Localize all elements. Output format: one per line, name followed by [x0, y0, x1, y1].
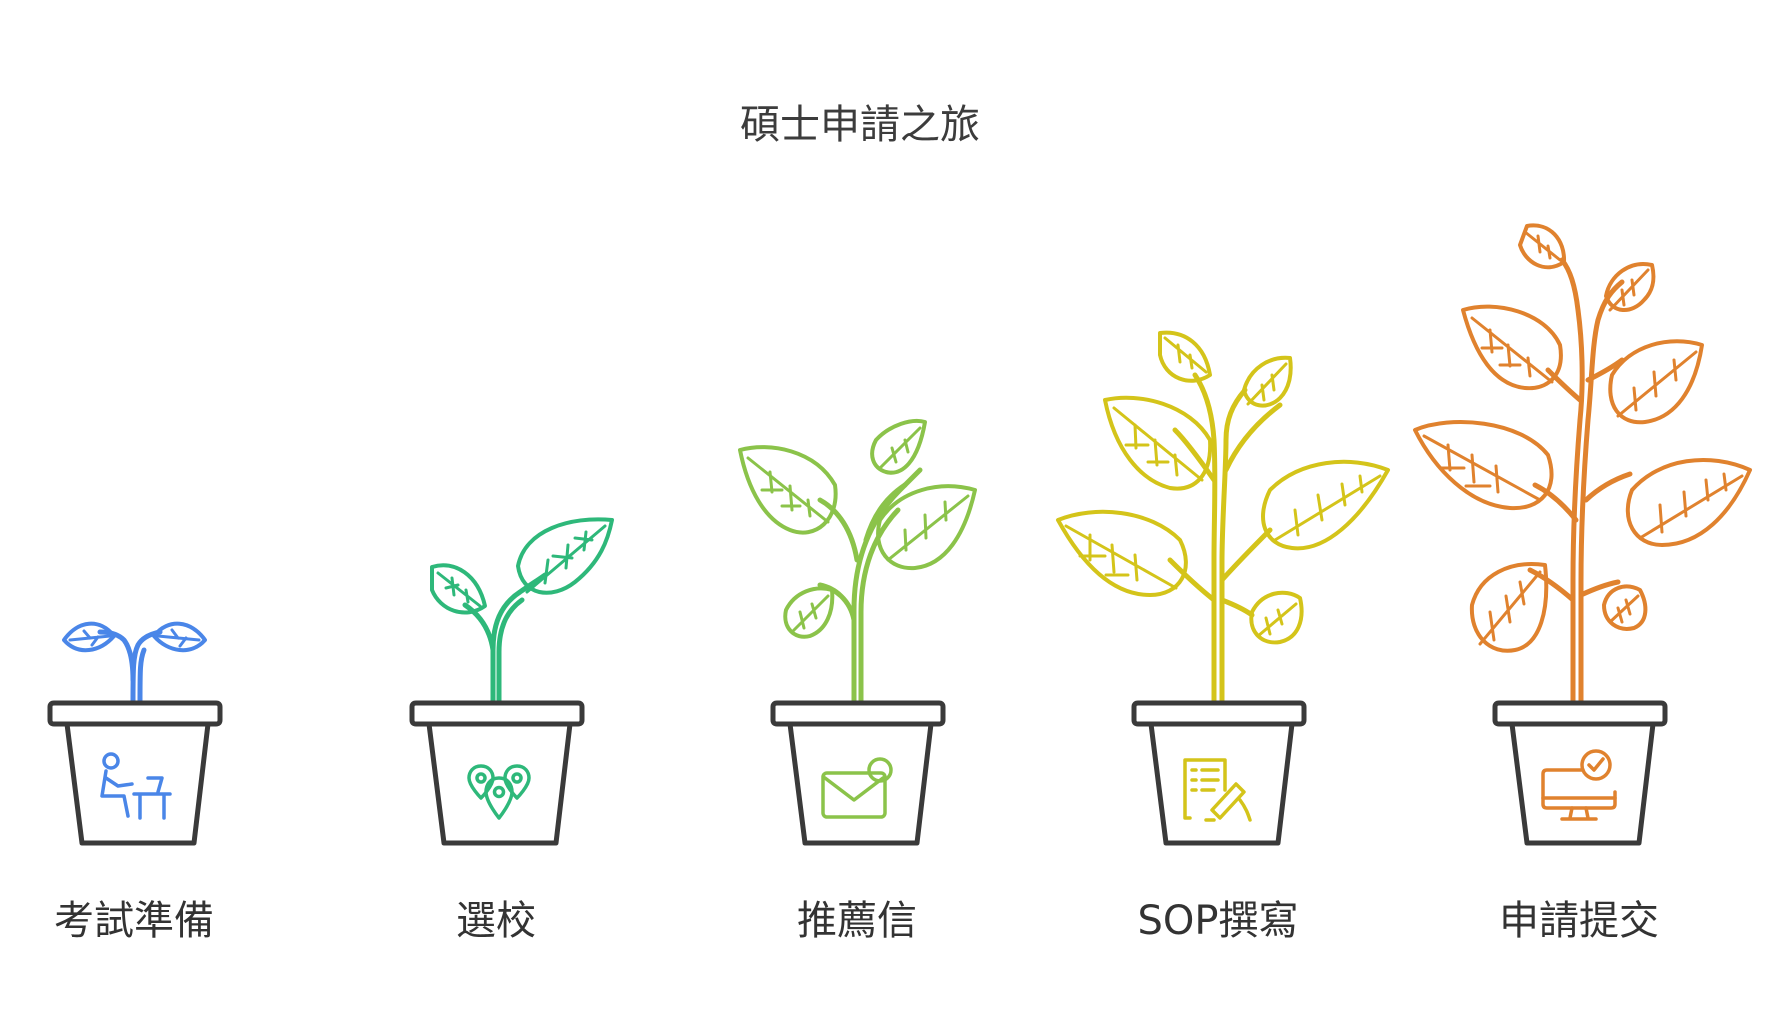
document-writing-icon [1183, 758, 1252, 822]
seedling-icon [62, 621, 207, 705]
location-pins-icon [467, 764, 531, 820]
sprout-icon [430, 517, 614, 705]
envelope-icon [821, 757, 893, 819]
plant-icon [738, 419, 977, 705]
computer-check-icon [1541, 749, 1617, 821]
stage-label-school-selection: 選校 [456, 898, 536, 944]
pot-5 [1492, 700, 1668, 846]
bush-icon [1056, 330, 1390, 705]
pot-1 [47, 700, 223, 846]
pot-4 [1131, 700, 1307, 846]
diagram-title: 碩士申請之旅 [740, 102, 980, 148]
stage-3-plant [738, 419, 977, 846]
pot-2 [409, 700, 585, 846]
stage-label-recommendation: 推薦信 [797, 898, 917, 944]
tree-icon [1413, 223, 1752, 705]
stage-4-plant [1056, 330, 1390, 846]
person-at-desk-icon [100, 752, 172, 820]
stage-label-submission: 申請提交 [1499, 898, 1659, 944]
stage-5-plant [1413, 223, 1752, 846]
stage-1-plant [47, 621, 223, 846]
stage-label-exam-prep: 考試準備 [54, 898, 214, 944]
stage-2-plant [409, 517, 614, 846]
stage-label-sop: SOP撰寫 [1137, 898, 1299, 944]
